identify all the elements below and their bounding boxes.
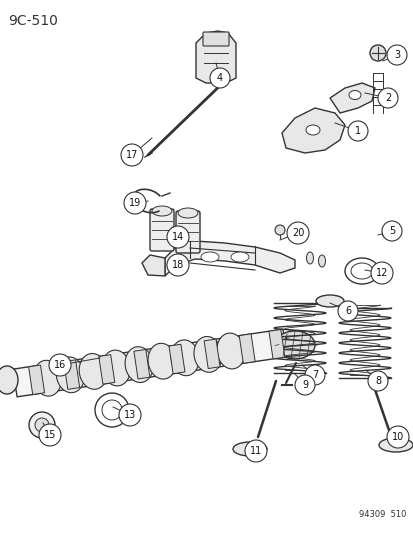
Circle shape bbox=[39, 424, 61, 446]
Text: 14: 14 bbox=[171, 232, 184, 242]
Circle shape bbox=[166, 254, 189, 276]
Ellipse shape bbox=[389, 230, 394, 239]
Circle shape bbox=[286, 222, 308, 244]
Text: 12: 12 bbox=[375, 268, 387, 278]
Polygon shape bbox=[194, 336, 222, 372]
Circle shape bbox=[244, 440, 266, 462]
Polygon shape bbox=[148, 343, 176, 379]
Text: 9: 9 bbox=[301, 380, 307, 390]
Ellipse shape bbox=[29, 412, 55, 438]
Ellipse shape bbox=[152, 206, 171, 216]
Polygon shape bbox=[329, 83, 374, 113]
Polygon shape bbox=[281, 108, 344, 153]
Text: 4: 4 bbox=[216, 73, 223, 83]
Text: 18: 18 bbox=[171, 260, 184, 270]
Ellipse shape bbox=[318, 255, 325, 267]
Polygon shape bbox=[195, 31, 235, 83]
Circle shape bbox=[209, 68, 230, 88]
Polygon shape bbox=[142, 255, 165, 276]
Polygon shape bbox=[169, 344, 185, 374]
Ellipse shape bbox=[306, 252, 313, 264]
Ellipse shape bbox=[369, 45, 385, 61]
Circle shape bbox=[386, 45, 406, 65]
Circle shape bbox=[386, 426, 408, 448]
Text: 7: 7 bbox=[311, 370, 317, 380]
Ellipse shape bbox=[305, 125, 319, 135]
Circle shape bbox=[49, 354, 71, 376]
Text: 17: 17 bbox=[126, 150, 138, 160]
Text: 94309  510: 94309 510 bbox=[358, 510, 405, 519]
Text: 19: 19 bbox=[128, 198, 141, 208]
Polygon shape bbox=[239, 334, 254, 364]
Polygon shape bbox=[64, 360, 79, 389]
Polygon shape bbox=[165, 241, 294, 276]
Circle shape bbox=[119, 404, 141, 426]
Text: 5: 5 bbox=[388, 226, 394, 236]
Polygon shape bbox=[133, 350, 150, 379]
Polygon shape bbox=[33, 360, 62, 396]
Circle shape bbox=[124, 192, 146, 214]
Circle shape bbox=[381, 221, 401, 241]
Polygon shape bbox=[13, 329, 286, 397]
Circle shape bbox=[377, 88, 397, 108]
Text: 16: 16 bbox=[54, 360, 66, 370]
Text: 15: 15 bbox=[44, 430, 56, 440]
FancyBboxPatch shape bbox=[202, 32, 228, 46]
Polygon shape bbox=[268, 329, 284, 359]
Polygon shape bbox=[102, 350, 130, 386]
Polygon shape bbox=[171, 340, 199, 376]
Ellipse shape bbox=[201, 252, 218, 262]
Ellipse shape bbox=[0, 366, 18, 394]
Circle shape bbox=[166, 226, 189, 248]
Ellipse shape bbox=[35, 418, 49, 432]
Text: 13: 13 bbox=[123, 410, 136, 420]
Circle shape bbox=[121, 144, 142, 166]
Circle shape bbox=[367, 371, 387, 391]
Text: 6: 6 bbox=[344, 306, 350, 316]
Ellipse shape bbox=[274, 225, 284, 235]
Ellipse shape bbox=[230, 252, 248, 262]
Ellipse shape bbox=[348, 91, 360, 100]
Circle shape bbox=[294, 375, 314, 395]
Circle shape bbox=[304, 365, 324, 385]
Polygon shape bbox=[99, 354, 114, 384]
Ellipse shape bbox=[274, 331, 314, 359]
Text: 2: 2 bbox=[384, 93, 390, 103]
Circle shape bbox=[370, 262, 392, 284]
Polygon shape bbox=[204, 339, 220, 368]
Text: 11: 11 bbox=[249, 446, 261, 456]
Circle shape bbox=[337, 301, 357, 321]
FancyBboxPatch shape bbox=[150, 209, 173, 251]
FancyBboxPatch shape bbox=[176, 211, 199, 253]
Text: 20: 20 bbox=[291, 228, 304, 238]
Circle shape bbox=[347, 121, 367, 141]
Text: 8: 8 bbox=[374, 376, 380, 386]
Text: 3: 3 bbox=[393, 50, 399, 60]
Ellipse shape bbox=[315, 295, 343, 307]
Polygon shape bbox=[125, 346, 153, 383]
Polygon shape bbox=[28, 365, 45, 394]
Text: 10: 10 bbox=[391, 432, 403, 442]
Polygon shape bbox=[216, 333, 244, 369]
Ellipse shape bbox=[233, 442, 266, 456]
Text: 1: 1 bbox=[354, 126, 360, 136]
Ellipse shape bbox=[382, 229, 387, 238]
Polygon shape bbox=[56, 357, 84, 393]
Text: 9C-510: 9C-510 bbox=[8, 14, 58, 28]
Polygon shape bbox=[79, 353, 107, 389]
Ellipse shape bbox=[378, 438, 412, 452]
Ellipse shape bbox=[178, 208, 197, 218]
